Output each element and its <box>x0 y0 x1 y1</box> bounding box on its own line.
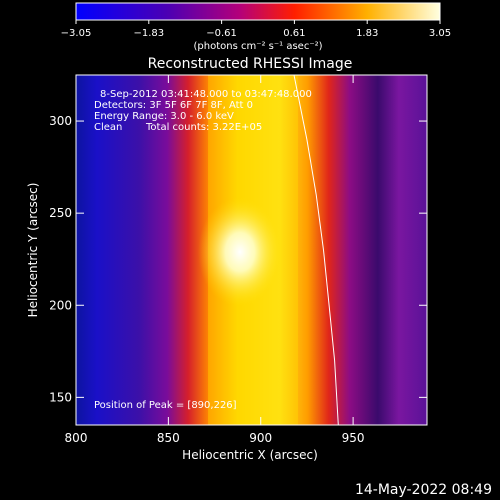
x-axis-label: Heliocentric X (arcsec) <box>182 448 318 462</box>
colorbar-tick-label: 1.83 <box>356 28 378 39</box>
x-tick-label: 900 <box>249 431 272 445</box>
peak-glow <box>198 197 282 307</box>
plot-frame <box>75 74 428 426</box>
colorbar <box>75 2 441 21</box>
y-axis-label: Heliocentric Y (arcsec) <box>26 183 40 318</box>
colorbar-tick-label: 3.05 <box>429 28 451 39</box>
annotation-line: Clean <box>94 122 122 133</box>
annotation-line: Energy Range: 3.0 - 6.0 keV <box>94 111 234 122</box>
y-tick-label: 250 <box>49 206 72 220</box>
annotation-line: Total counts: 3.22E+05 <box>145 122 262 133</box>
colorbar-tick-label: −3.05 <box>61 28 92 39</box>
y-tick-label: 200 <box>49 298 72 312</box>
annotation-line: Detectors: 3F 5F 6F 7F 8F, Att 0 <box>94 100 253 111</box>
colorbar-ticks: −3.05 −1.83 −0.61 0.61 1.83 3.05 <box>61 20 451 39</box>
heatmap-image <box>76 75 427 425</box>
chart-title: Reconstructed RHESSI Image <box>148 56 353 72</box>
x-tick-label: 950 <box>342 431 365 445</box>
y-axis: 150 200 250 300 <box>49 114 427 404</box>
colorbar-tick-label: 0.61 <box>283 28 305 39</box>
colorbar-tick-label: −1.83 <box>133 28 164 39</box>
timestamp: 14-May-2022 08:49 <box>354 482 492 498</box>
x-axis: 800 850 900 950 <box>65 75 365 445</box>
x-tick-label: 800 <box>65 431 88 445</box>
y-tick-label: 150 <box>49 390 72 404</box>
annotation-line: 8-Sep-2012 03:41:48.000 to 03:47:48.000 <box>100 89 312 100</box>
peak-position-label: Position of Peak = [890,226] <box>94 400 237 411</box>
y-tick-label: 300 <box>49 114 72 128</box>
colorbar-tick-label: −0.61 <box>206 28 237 39</box>
annotation-block: 8-Sep-2012 03:41:48.000 to 03:47:48.000D… <box>94 89 312 133</box>
colorbar-label: (photons cm⁻² s⁻¹ asec⁻²) <box>193 41 322 52</box>
x-tick-label: 850 <box>157 431 180 445</box>
solar-limb-curve <box>293 75 339 425</box>
